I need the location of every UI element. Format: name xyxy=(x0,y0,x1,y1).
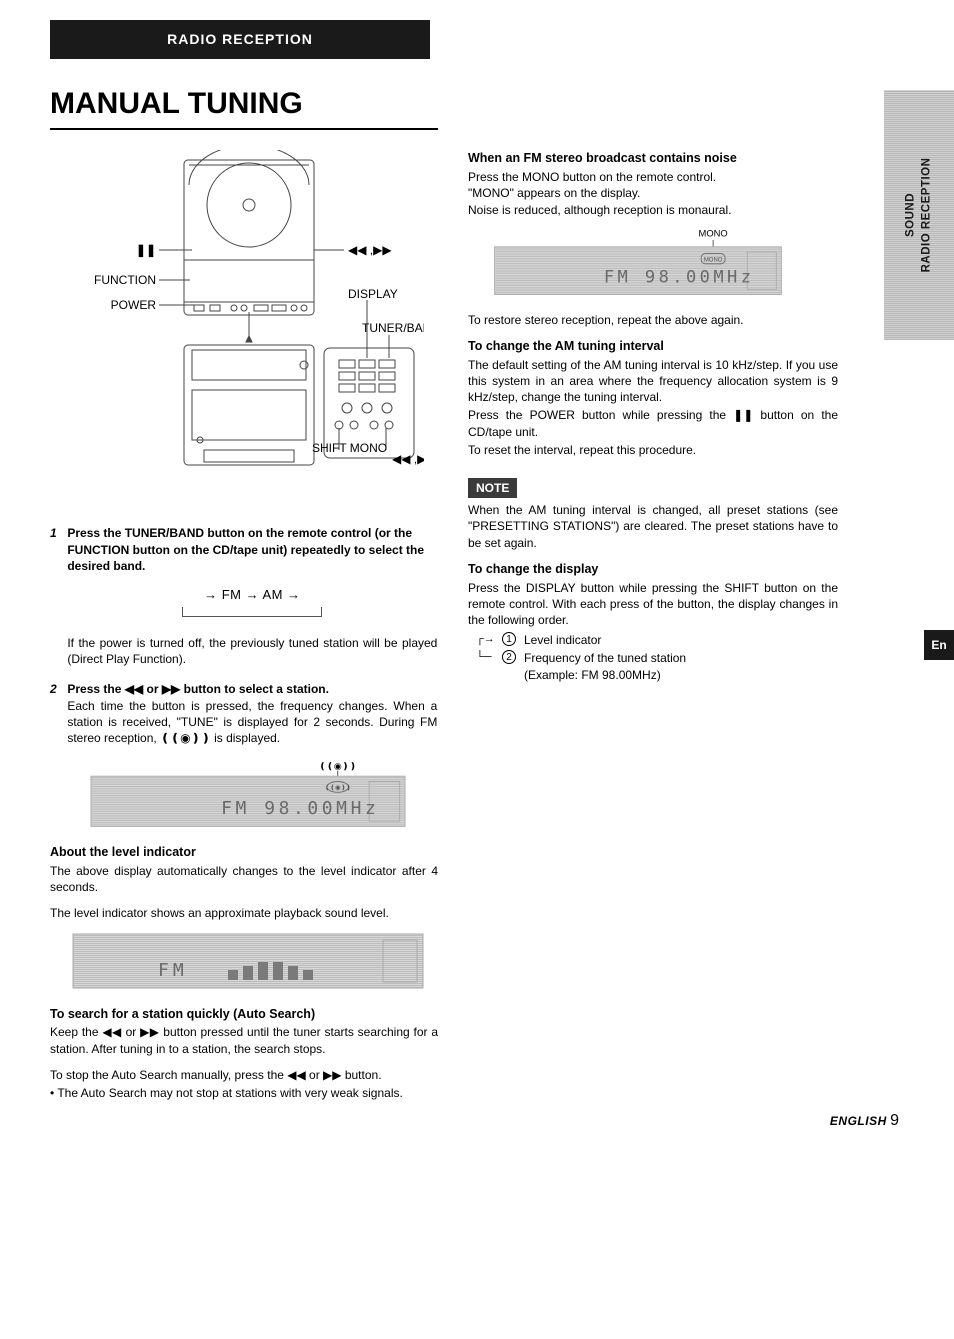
step-heading: Press the TUNER/BAND button on the remot… xyxy=(67,526,424,572)
svg-text:POWER: POWER xyxy=(111,298,157,312)
change-display-head: To change the display xyxy=(468,561,838,578)
auto-search-p1: Keep the ◀◀ or ▶▶ button pressed until t… xyxy=(50,1024,438,1056)
svg-text:TUNER/BAND: TUNER/BAND xyxy=(362,321,424,335)
order-item-sub: (Example: FM 98.00MHz) xyxy=(524,668,661,682)
arrow-icon: └─ xyxy=(476,650,494,665)
right-column: When an FM stereo broadcast contains noi… xyxy=(468,150,838,1111)
fm-noise-head: When an FM stereo broadcast contains noi… xyxy=(468,150,838,167)
footer-language: ENGLISH xyxy=(830,1114,887,1128)
display-order-list: ┌→ 1 Level indicator └─ 2 Frequency of t… xyxy=(476,632,838,683)
auto-search-head: To search for a station quickly (Auto Se… xyxy=(50,1006,438,1023)
lcd-display-level: FM xyxy=(68,932,428,992)
section-banner: RADIO RECEPTION xyxy=(50,20,430,59)
step-1: 1 Press the TUNER/BAND button on the rem… xyxy=(50,525,438,667)
auto-search-p2: To stop the Auto Search manually, press … xyxy=(50,1067,438,1083)
change-display-p1: Press the DISPLAY button while pressing … xyxy=(468,580,838,629)
svg-text:◀◀ ,▶▶: ◀◀ ,▶▶ xyxy=(348,243,392,257)
svg-text:DISPLAY: DISPLAY xyxy=(348,287,398,301)
note-banner: NOTE xyxy=(468,478,517,498)
circled-number: 2 xyxy=(502,650,516,664)
band-flow: → FM → AM → xyxy=(67,586,437,621)
level-indicator-head: About the level indicator xyxy=(50,844,438,861)
svg-text:FM 98.00MHz: FM 98.00MHz xyxy=(221,798,379,819)
page-footer: ENGLISH 9 xyxy=(830,1110,899,1132)
svg-text:FUNCTION: FUNCTION xyxy=(94,273,156,287)
step-2: 2 Press the ◀◀ or ▶▶ button to select a … xyxy=(50,681,438,746)
step-number: 1 xyxy=(50,525,64,541)
level-indicator-p1: The above display automatically changes … xyxy=(50,863,438,895)
fm-noise-p1: Press the MONO button on the remote cont… xyxy=(468,169,838,185)
language-tab: En xyxy=(924,630,954,660)
footer-page-number: 9 xyxy=(890,1112,899,1129)
fm-noise-after: To restore stereo reception, repeat the … xyxy=(468,312,838,328)
svg-text:MONO: MONO xyxy=(704,257,723,263)
svg-text:MONO: MONO xyxy=(699,228,728,239)
order-item-text: Level indicator xyxy=(524,632,601,648)
am-interval-p2: Press the POWER button while pressing th… xyxy=(468,407,838,439)
step-note: If the power is turned off, the previous… xyxy=(67,635,437,667)
fm-noise-p3: Noise is reduced, although reception is … xyxy=(468,202,838,218)
circled-number: 1 xyxy=(502,632,516,646)
step-heading: Press the ◀◀ or ▶▶ button to select a st… xyxy=(67,682,329,696)
step-body-text: Each time the button is pressed, the fre… xyxy=(67,698,437,747)
left-column: ❚❚ FUNCTION POWER ◀◀ ,▶▶ DISPLAY TUNER/B… xyxy=(50,150,438,1111)
am-interval-p3: To reset the interval, repeat this proce… xyxy=(468,442,838,458)
lcd-display-stereo: ❪❪◉❫❫ ❪❪◉❫❫ FM 98.00MHz xyxy=(68,760,428,830)
svg-text:❚❚: ❚❚ xyxy=(136,243,156,258)
svg-text:SHIFT MONO: SHIFT MONO xyxy=(312,441,387,455)
side-tab: SOUND RADIO RECEPTION xyxy=(884,90,954,340)
svg-text:❪❪◉❫❫: ❪❪◉❫❫ xyxy=(319,761,357,771)
auto-search-bullet: • The Auto Search may not stop at statio… xyxy=(50,1085,438,1101)
level-indicator-p2: The level indicator shows an approximate… xyxy=(50,905,438,921)
order-item-text: Frequency of the tuned station xyxy=(524,651,686,665)
svg-text:❪❪◉❫❫: ❪❪◉❫❫ xyxy=(325,785,351,792)
svg-text:FM 98.00MHz: FM 98.00MHz xyxy=(604,267,755,287)
step-number: 2 xyxy=(50,681,64,697)
note-body: When the AM tuning interval is changed, … xyxy=(468,502,838,551)
am-interval-head: To change the AM tuning interval xyxy=(468,338,838,355)
fm-noise-p2: "MONO" appears on the display. xyxy=(468,185,838,201)
lcd-display-mono: MONO MONO FM 98.00MHz xyxy=(468,228,808,298)
page-title: MANUAL TUNING xyxy=(50,84,438,131)
svg-text:◀◀ ,▶▶: ◀◀ ,▶▶ xyxy=(392,452,424,466)
am-interval-p1: The default setting of the AM tuning int… xyxy=(468,357,838,406)
device-diagram: ❚❚ FUNCTION POWER ◀◀ ,▶▶ DISPLAY TUNER/B… xyxy=(64,150,424,500)
arrow-icon: ┌→ xyxy=(476,632,494,647)
svg-text:FM: FM xyxy=(158,960,188,981)
